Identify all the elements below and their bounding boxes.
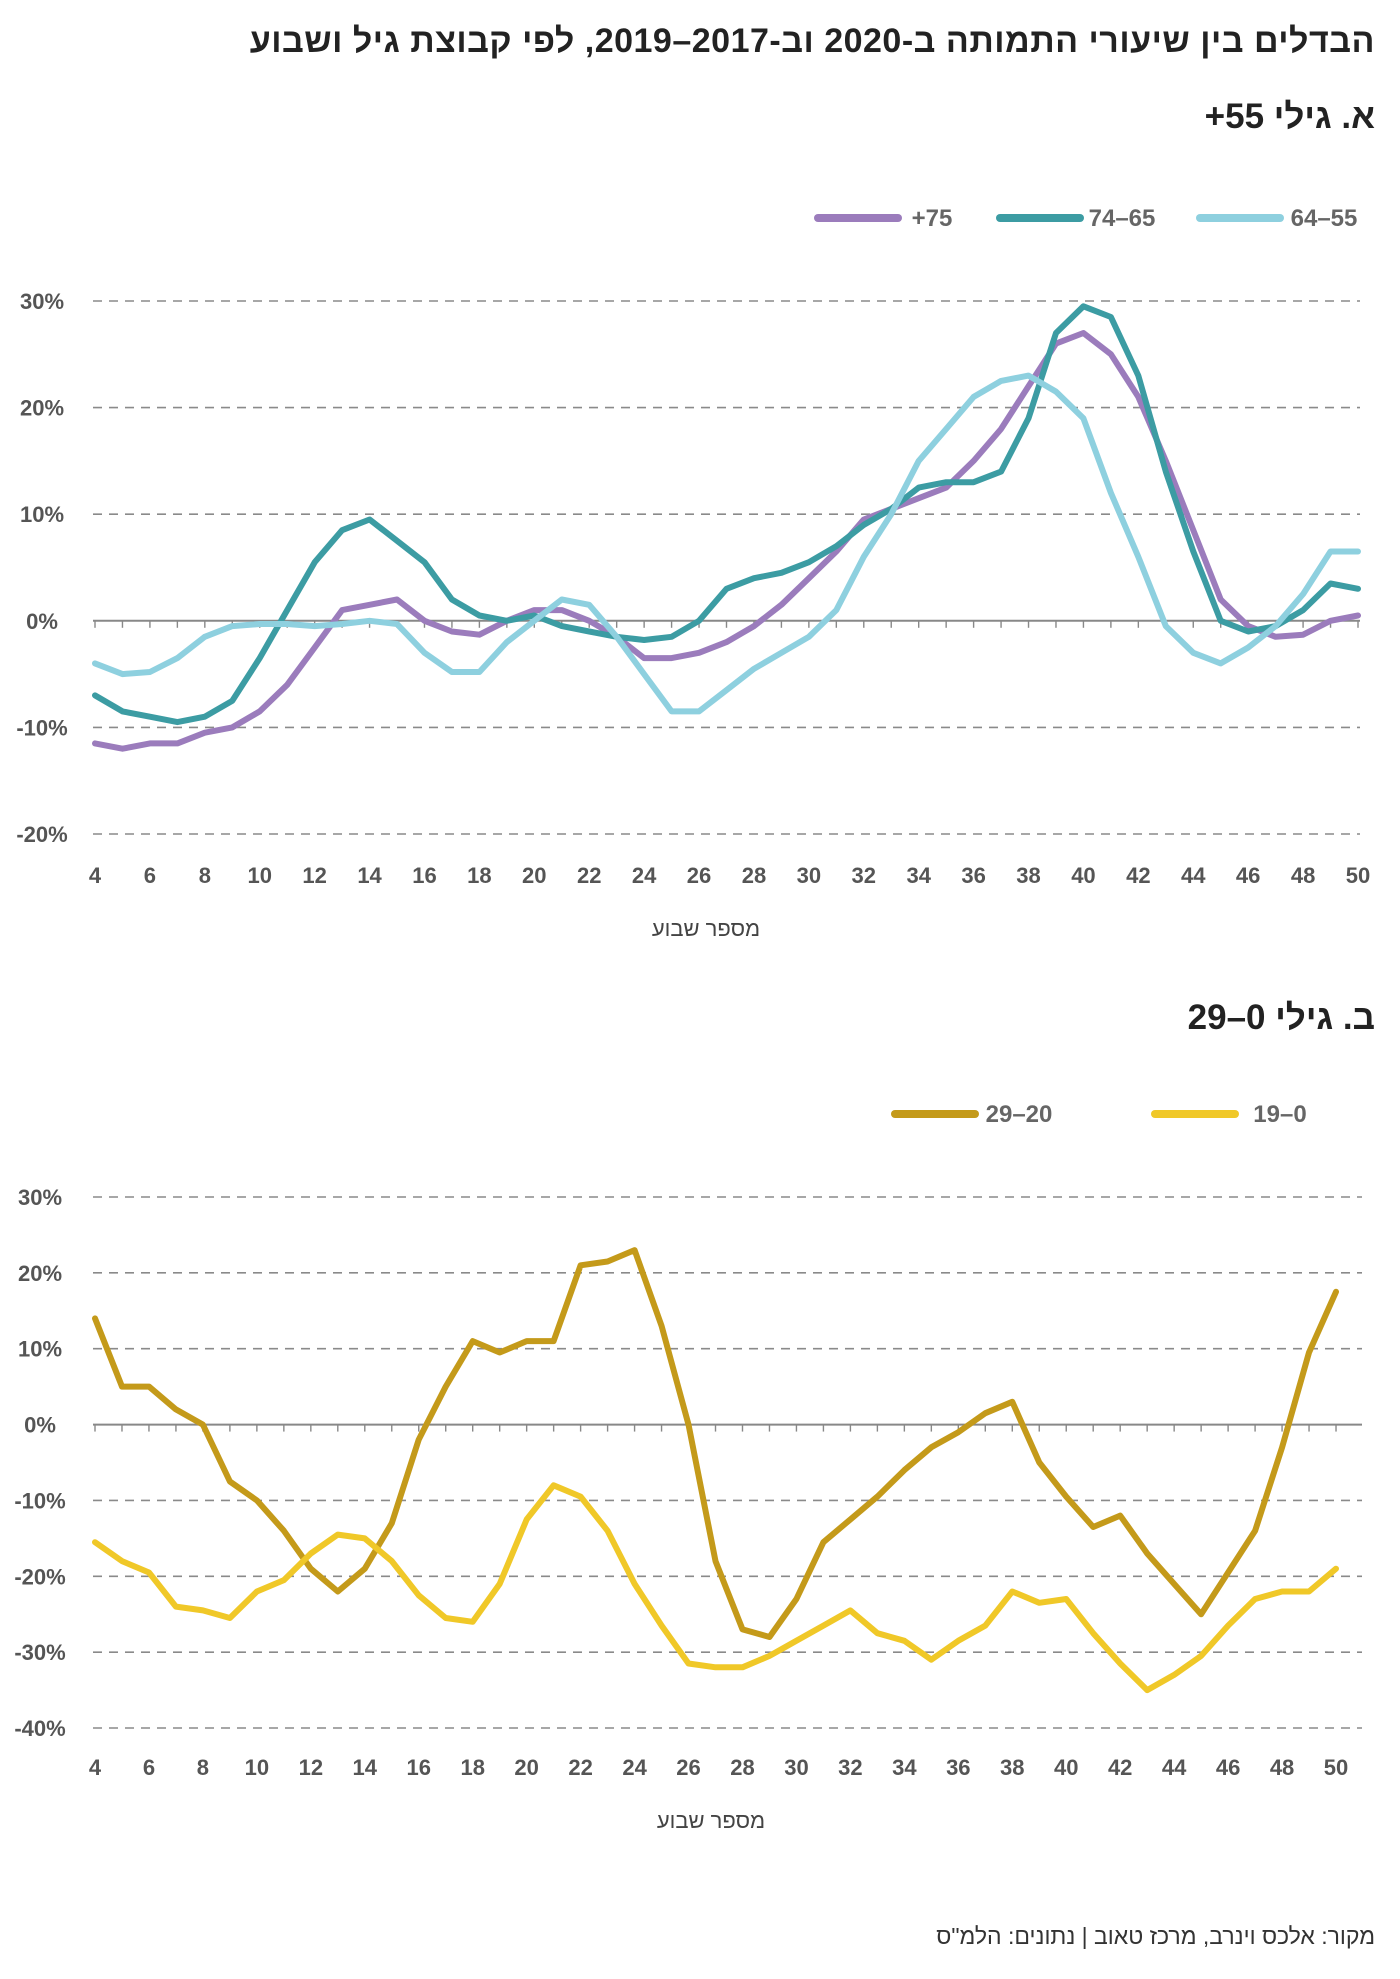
chart-a-ytick-label: 30% (20, 289, 64, 314)
chart-b-ytick-label: -40% (14, 1716, 65, 1741)
chart-b-xtick-label: 24 (622, 1755, 647, 1780)
chart-a: 30%20%10%0%-10%-20%4 6 8 10 12 14 16 18 20 22 24 26… (16, 205, 1370, 941)
chart-b-xtick-label: 26 (676, 1755, 700, 1780)
chart-a-xtick-label: 26 (687, 863, 711, 888)
chart-a-xtick-label: 16 (412, 863, 436, 888)
chart-a-xtick-label: 36 (961, 863, 985, 888)
chart-a-xtick-label: 38 (1016, 863, 1040, 888)
source-note: מקור: אלכס וינרב, מרכז טאוב | נתונים: הל… (936, 1923, 1375, 1949)
chart-a-xtick-label: 28 (742, 863, 766, 888)
chart-b-ytick-label: 10% (18, 1337, 62, 1362)
chart-a-xtick-label: 30 (797, 863, 821, 888)
chart-a-xtick-label: 46 (1236, 863, 1260, 888)
chart-b-title: ב. גילי 0–29 (1187, 998, 1375, 1037)
chart-b-legend-label-1: 29–20 (986, 1101, 1053, 1128)
chart-a-xtick-label: 22 (577, 863, 601, 888)
chart-b-ytick-label: 30% (18, 1185, 62, 1210)
chart-a-xtick-label: 50 (1346, 863, 1370, 888)
chart-a-series-line-2 (92, 303, 1361, 726)
chart-b-xtick-label: 10 (245, 1755, 269, 1780)
chart-b-series-line-1 (92, 1247, 1339, 1640)
chart-b-xtick-label: 38 (1000, 1755, 1024, 1780)
page-title: הבדלים בין שיעורי התמותה ב-2020 וב-2017–… (249, 22, 1375, 60)
chart-a-legend-label-3: 64–55 (1291, 205, 1358, 232)
chart-a-xtick-label: 34 (906, 863, 931, 888)
chart-a-xtick-label: 42 (1126, 863, 1150, 888)
chart-b-ytick-label: -20% (14, 1564, 65, 1589)
chart-b-xtick-label: 40 (1054, 1755, 1078, 1780)
chart-b-xtick-label: 12 (299, 1755, 323, 1780)
chart-b-xtick-label: 18 (460, 1755, 484, 1780)
chart-b-ytick-label: 20% (18, 1261, 62, 1286)
chart-b: 30%20%10%0%-10%-20%-30%-40%4 6 8 10 12 14 16 18… (14, 1101, 1362, 1833)
chart-a-xtick-label: 4 (89, 863, 102, 888)
chart-a-ytick-label: 10% (20, 502, 64, 527)
chart-b-ytick-label: -30% (14, 1640, 65, 1665)
chart-b-xtick-label: 42 (1108, 1755, 1132, 1780)
chart-b-xtick-label: 44 (1162, 1755, 1187, 1780)
chart-a-xtick-label: 24 (632, 863, 657, 888)
chart-a-series-line-3 (92, 372, 1361, 715)
chart-b-xtick-label: 30 (784, 1755, 808, 1780)
chart-b-xtick-label: 20 (514, 1755, 538, 1780)
chart-b-xtick-label: 22 (568, 1755, 592, 1780)
chart-a-ytick-label: 20% (20, 396, 64, 421)
chart-a-ytick-label: -20% (16, 822, 67, 847)
chart-a-ytick-label: -10% (16, 715, 67, 740)
chart-b-xtick-label: 32 (838, 1755, 862, 1780)
chart-a-title: א. גילי 55+ (1204, 97, 1375, 136)
chart-b-xtick-label: 34 (892, 1755, 917, 1780)
chart-b-ytick-label: 0% (24, 1413, 56, 1438)
chart-b-xtick-label: 16 (407, 1755, 431, 1780)
chart-a-xtick-label: 40 (1071, 863, 1095, 888)
chart-b-xtick-label: 50 (1324, 1755, 1348, 1780)
chart-a-xtick-label: 44 (1181, 863, 1206, 888)
chart-b-legend-label-2: 19–0 (1253, 1101, 1306, 1128)
chart-a-legend-label-1: +75 (912, 205, 953, 232)
chart-b-xaxis-title: מספר שבוע (657, 1808, 765, 1833)
chart-b-ytick-label: -10% (14, 1488, 65, 1513)
chart-a-legend-label-2: 74–65 (1089, 205, 1156, 232)
chart-a-xtick-label: 48 (1291, 863, 1315, 888)
chart-b-xtick-label: 14 (353, 1755, 378, 1780)
chart-b-xtick-label: 28 (730, 1755, 754, 1780)
chart-a-xtick-label: 6 (144, 863, 156, 888)
chart-a-xtick-label: 12 (302, 863, 326, 888)
chart-b-xtick-label: 8 (197, 1755, 209, 1780)
chart-a-xtick-label: 20 (522, 863, 546, 888)
chart-b-xtick-label: 46 (1216, 1755, 1240, 1780)
chart-b-xtick-label: 6 (143, 1755, 155, 1780)
chart-a-xaxis-title: מספר שבוע (652, 916, 760, 941)
chart-a-xtick-label: 32 (852, 863, 876, 888)
chart-a-xtick-label: 10 (247, 863, 271, 888)
chart-a-xtick-label: 18 (467, 863, 491, 888)
chart-b-series-line-2 (92, 1482, 1339, 1694)
chart-b-xtick-label: 4 (89, 1755, 102, 1780)
chart-a-xtick-label: 8 (199, 863, 211, 888)
chart-b-xtick-label: 48 (1270, 1755, 1294, 1780)
chart-a-xtick-label: 14 (357, 863, 382, 888)
chart-a-ytick-label: 0% (26, 609, 58, 634)
chart-b-xtick-label: 36 (946, 1755, 970, 1780)
